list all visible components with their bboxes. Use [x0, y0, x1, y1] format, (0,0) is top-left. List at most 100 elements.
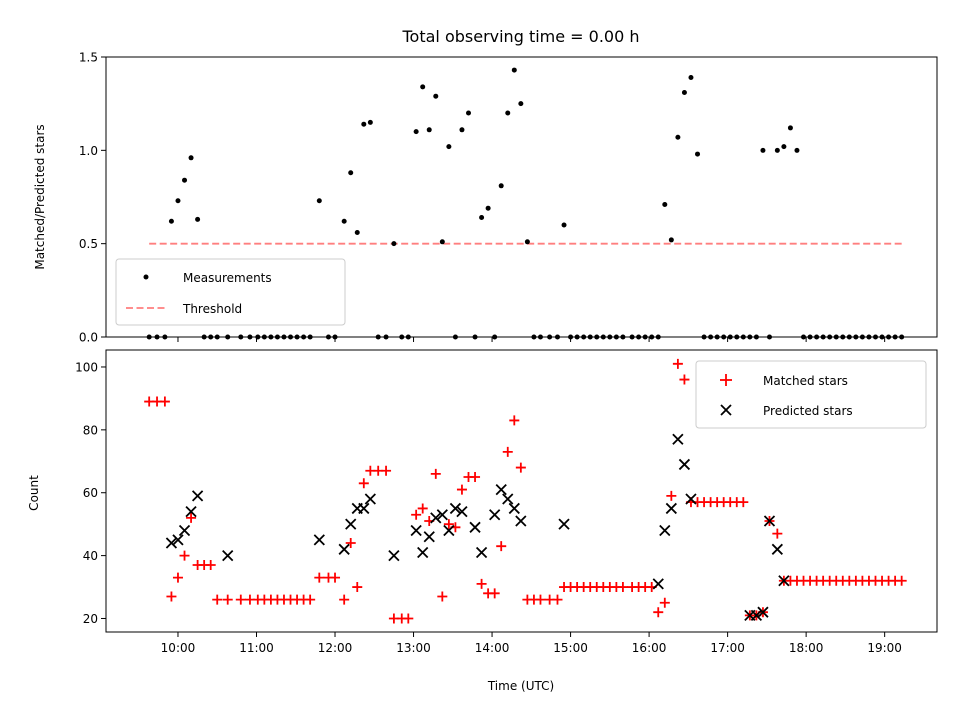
measurement-point — [367, 119, 373, 125]
matched-star-point — [896, 575, 907, 586]
predicted-star-point — [191, 490, 204, 502]
bottom-x-tick-label: 14:00 — [475, 641, 510, 655]
measurement-point — [420, 84, 426, 90]
measurement-point — [354, 229, 360, 235]
predicted-star-point — [436, 509, 448, 521]
measurement-point — [361, 121, 367, 127]
top-y-tick-label: 1.0 — [79, 144, 98, 158]
matched-star-point — [437, 591, 448, 602]
predicted-star-point — [515, 515, 527, 527]
predicted-star-point — [502, 493, 514, 505]
predicted-star-point — [313, 534, 325, 546]
matched-star-point — [417, 503, 428, 514]
bottom-legend: Matched stars Predicted stars — [695, 360, 927, 429]
predicted-star-point — [178, 524, 191, 537]
top-y-ticks: 0.0 0.5 1.0 1.5 — [79, 51, 106, 345]
matched-star-point — [653, 607, 664, 618]
top-y-tick-label: 0.5 — [79, 237, 98, 251]
bottom-axes-frame — [105, 349, 938, 633]
matched-star-point — [552, 594, 563, 605]
legend-matched-marker — [720, 374, 732, 386]
predicted-star-point — [672, 433, 684, 445]
measurement-point — [439, 239, 445, 245]
measurement-point — [794, 147, 800, 153]
bottom-y-tick-label: 60 — [83, 486, 98, 500]
matched-star-point — [476, 578, 487, 589]
bottom-x-tick-label: 18:00 — [789, 641, 824, 655]
matched-star-point — [515, 462, 526, 473]
matched-star-point — [166, 591, 177, 602]
bottom-x-axis-label: Time (UTC) — [487, 679, 554, 693]
bottom-x-tick-label: 19:00 — [867, 641, 902, 655]
bottom-x-tick-label: 15:00 — [553, 641, 588, 655]
predicted-star-point — [417, 546, 429, 559]
predicted-star-point — [757, 606, 769, 618]
matched-star-point — [172, 572, 183, 583]
bottom-x-tick-label: 13:00 — [396, 641, 431, 655]
predicted-star-point — [508, 502, 520, 515]
matched-star-point — [535, 594, 546, 605]
predicted-star-point — [665, 502, 677, 515]
matched-star-point — [772, 528, 783, 539]
bottom-y-tick-label: 100 — [75, 360, 98, 374]
matched-star-point — [679, 374, 690, 385]
predicted-star-point — [345, 518, 357, 530]
predicted-star-point — [558, 518, 570, 530]
bottom-y-axis-label: Count — [27, 475, 41, 511]
measurement-point — [465, 110, 471, 116]
bottom-y-ticks: 20 40 60 80 100 — [75, 360, 106, 626]
measurement-point — [316, 198, 322, 204]
measurement-point — [341, 218, 347, 224]
matched-star-point — [352, 582, 363, 593]
matched-star-point — [659, 597, 670, 608]
matched-star-point — [502, 446, 513, 457]
measurement-point — [413, 129, 419, 135]
measurement-point — [662, 201, 668, 207]
matched-star-point — [738, 497, 749, 508]
predicted-star-point — [388, 549, 400, 562]
measurement-point — [524, 239, 530, 245]
measurement-point — [175, 198, 181, 204]
predicted-star-point — [475, 546, 488, 559]
matched-star-point — [381, 465, 392, 476]
predicted-star-point — [750, 609, 763, 621]
bottom-plot-area — [144, 358, 907, 624]
matched-star-point — [314, 572, 325, 583]
measurement-point — [760, 147, 766, 153]
measurement-point — [695, 151, 701, 157]
predicted-star-point — [678, 458, 691, 471]
bottom-x-tick-label: 12:00 — [318, 641, 353, 655]
bottom-legend-box — [695, 360, 927, 429]
top-axes-frame — [105, 56, 938, 338]
matched-star-point — [489, 588, 500, 599]
legend-matched-label: Matched stars — [763, 374, 848, 388]
measurement-point — [188, 155, 194, 161]
legend-predicted-marker — [720, 404, 732, 416]
bottom-y-tick-label: 40 — [83, 549, 98, 563]
measurement-point — [688, 75, 694, 81]
matched-star-point — [666, 490, 677, 501]
predicted-star-point — [185, 505, 197, 518]
predicted-star-point — [364, 493, 376, 505]
predicted-star-point — [659, 524, 671, 537]
measurement-point — [433, 93, 439, 99]
matched-star-point — [186, 512, 197, 523]
predicted-star-point — [495, 483, 507, 496]
predicted-star-point — [778, 575, 790, 587]
legend-threshold-label: Threshold — [182, 302, 242, 316]
measurement-point — [446, 144, 452, 150]
predicted-star-point — [338, 543, 350, 555]
matched-star-point — [470, 472, 481, 483]
bottom-x-tick-label: 17:00 — [710, 641, 745, 655]
top-legend: Measurements Threshold — [115, 258, 346, 326]
predicted-star-point — [172, 534, 184, 546]
matched-star-point — [672, 358, 683, 369]
measurement-point — [787, 125, 793, 131]
matched-star-point — [339, 594, 350, 605]
predicted-star-point — [430, 512, 442, 524]
predicted-star-point — [423, 531, 435, 543]
predicted-star-point — [469, 521, 481, 533]
predicted-star-point — [449, 502, 462, 515]
